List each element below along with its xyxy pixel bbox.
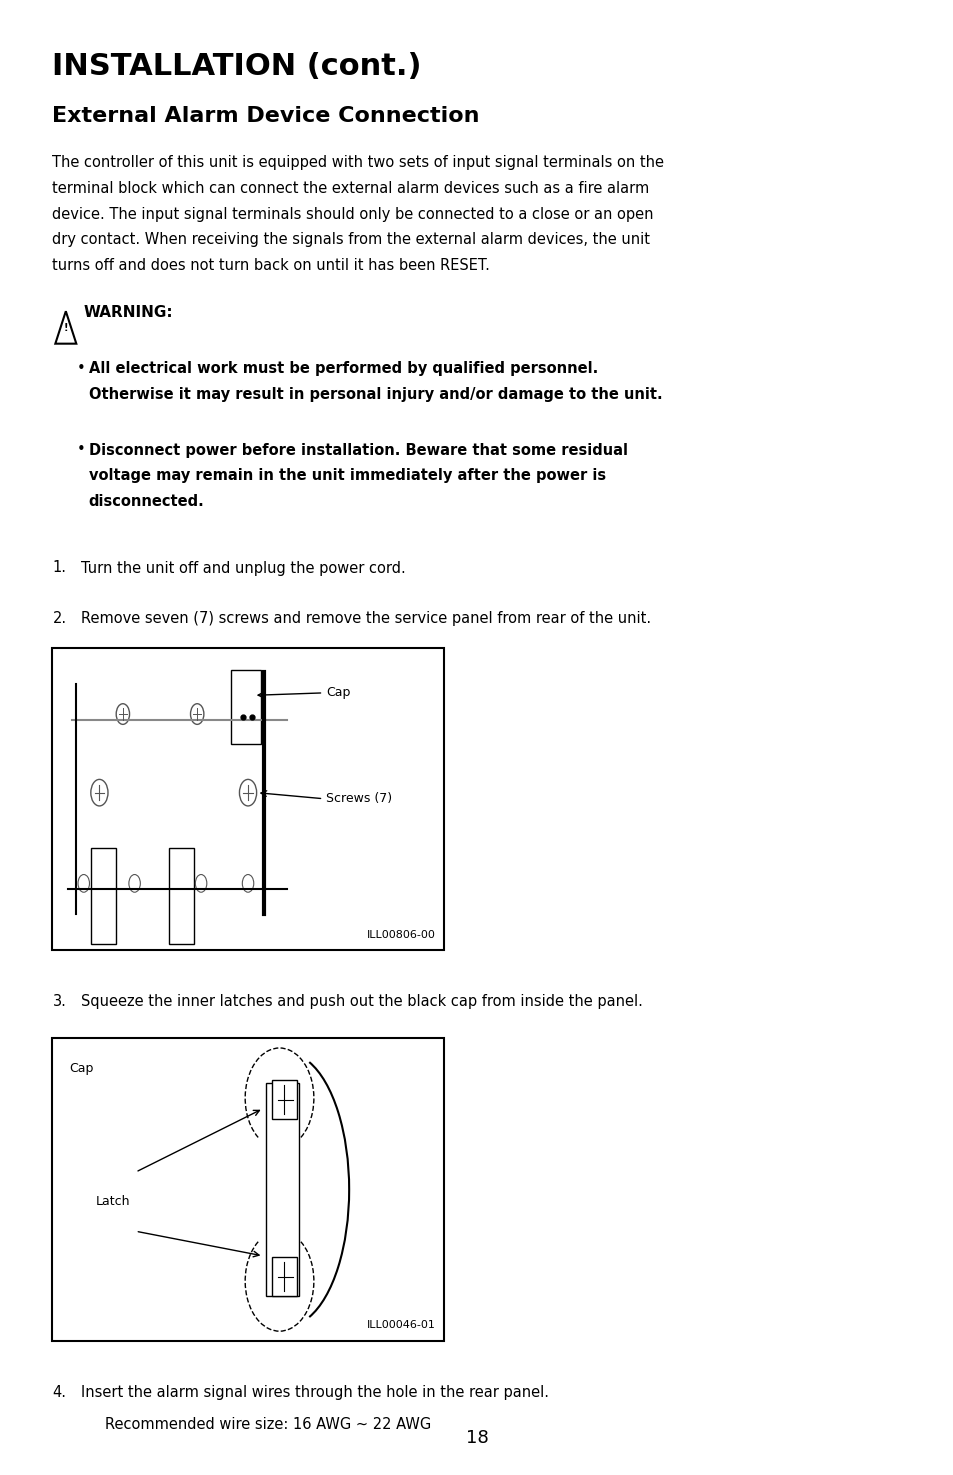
Text: Recommended wire size: 16 AWG ~ 22 AWG: Recommended wire size: 16 AWG ~ 22 AWG	[105, 1417, 431, 1432]
Text: !: !	[64, 323, 68, 333]
Text: Otherwise it may result in personal injury and/or damage to the unit.: Otherwise it may result in personal inju…	[89, 386, 661, 403]
Bar	[231, 670, 261, 743]
Text: ILL00046-01: ILL00046-01	[367, 1320, 436, 1330]
Text: External Alarm Device Connection: External Alarm Device Connection	[52, 106, 479, 127]
Text: Latch: Latch	[95, 1195, 130, 1208]
Text: ILL00806-00: ILL00806-00	[367, 929, 436, 940]
Text: Cap: Cap	[70, 1062, 94, 1075]
Text: The controller of this unit is equipped with two sets of input signal terminals : The controller of this unit is equipped …	[52, 155, 664, 170]
Text: Turn the unit off and unplug the power cord.: Turn the unit off and unplug the power c…	[81, 560, 405, 575]
Text: device. The input signal terminals should only be connected to a close or an ope: device. The input signal terminals shoul…	[52, 207, 654, 221]
Text: 2.: 2.	[52, 611, 67, 625]
Text: Insert the alarm signal wires through the hole in the rear panel.: Insert the alarm signal wires through th…	[81, 1385, 549, 1400]
Bar	[266, 1083, 298, 1297]
Text: Screws (7): Screws (7)	[326, 792, 392, 805]
Text: Disconnect power before installation. Beware that some residual: Disconnect power before installation. Be…	[89, 442, 627, 457]
Bar	[272, 1257, 296, 1297]
Text: turns off and does not turn back on until it has been RESET.: turns off and does not turn back on unti…	[52, 258, 490, 273]
Text: 18: 18	[465, 1429, 488, 1447]
Text: •: •	[76, 361, 85, 376]
Bar	[52, 648, 443, 950]
Bar	[52, 1038, 443, 1341]
Bar	[272, 1080, 296, 1120]
Text: Squeeze the inner latches and push out the black cap from inside the panel.: Squeeze the inner latches and push out t…	[81, 994, 642, 1009]
Text: 4.: 4.	[52, 1385, 67, 1400]
Text: disconnected.: disconnected.	[89, 494, 204, 509]
Text: INSTALLATION (cont.): INSTALLATION (cont.)	[52, 52, 421, 81]
Text: Remove seven (7) screws and remove the service panel from rear of the unit.: Remove seven (7) screws and remove the s…	[81, 611, 651, 625]
Text: All electrical work must be performed by qualified personnel.: All electrical work must be performed by…	[89, 361, 598, 376]
Text: 3.: 3.	[52, 994, 67, 1009]
Text: 1.: 1.	[52, 560, 67, 575]
Text: terminal block which can connect the external alarm devices such as a fire alarm: terminal block which can connect the ext…	[52, 180, 649, 196]
Text: •: •	[76, 442, 85, 457]
Bar	[91, 848, 115, 944]
Bar	[169, 848, 193, 944]
Text: dry contact. When receiving the signals from the external alarm devices, the uni: dry contact. When receiving the signals …	[52, 232, 650, 248]
Text: voltage may remain in the unit immediately after the power is: voltage may remain in the unit immediate…	[89, 469, 605, 484]
Text: WARNING:: WARNING:	[84, 305, 173, 320]
Text: Cap: Cap	[326, 686, 351, 699]
